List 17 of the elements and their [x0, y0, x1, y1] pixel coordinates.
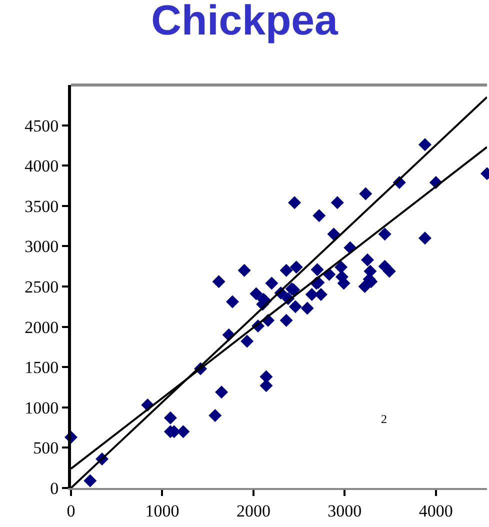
y-tick-label: 4500 — [24, 116, 59, 136]
y-tick-label: 0 — [50, 478, 59, 498]
x-tick-label: 4000 — [418, 501, 453, 520]
x-tick-label: 3000 — [328, 501, 362, 520]
x-tick-label: 1000 — [145, 501, 180, 520]
chart-title: Chickpea — [151, 0, 339, 44]
x-tick-label: 2000 — [236, 501, 270, 520]
y-tick-label: 1500 — [24, 358, 59, 378]
y-tick-label: 2500 — [24, 277, 59, 296]
y-tick-label: 3000 — [24, 237, 59, 256]
y-tick-label: 4000 — [24, 156, 59, 176]
y-tick-label: 500 — [33, 438, 59, 458]
x-tick-label: 0 — [66, 501, 76, 520]
y-tick-label: 1000 — [24, 398, 59, 418]
y-tick-label: 2000 — [24, 318, 59, 337]
y-tick-label: 3500 — [24, 196, 59, 216]
annotation: 2 — [381, 412, 387, 426]
